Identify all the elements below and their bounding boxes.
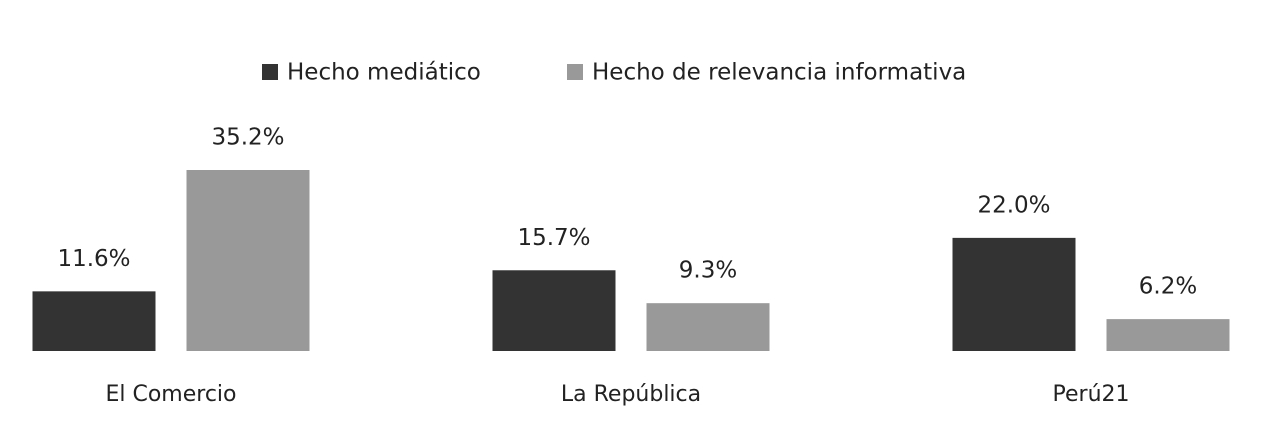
- value-label: 9.3%: [679, 258, 737, 284]
- x-tick-label: Perú21: [1053, 382, 1130, 407]
- value-label: 15.7%: [517, 225, 590, 251]
- bar: [186, 170, 310, 351]
- bar: [492, 270, 616, 351]
- legend-swatch: [567, 64, 583, 80]
- x-tick-label: La República: [561, 382, 701, 407]
- legend-label: Hecho mediático: [287, 60, 481, 86]
- x-tick-label: El Comercio: [105, 382, 236, 407]
- bar: [952, 237, 1076, 351]
- bar: [1106, 319, 1230, 351]
- value-label: 11.6%: [57, 246, 130, 272]
- bar: [646, 303, 770, 351]
- value-label: 22.0%: [977, 192, 1050, 218]
- value-label: 6.2%: [1139, 274, 1197, 300]
- legend-swatch: [262, 64, 278, 80]
- bar: [32, 291, 156, 351]
- legend-label: Hecho de relevancia informativa: [592, 60, 966, 86]
- value-label: 35.2%: [211, 125, 284, 151]
